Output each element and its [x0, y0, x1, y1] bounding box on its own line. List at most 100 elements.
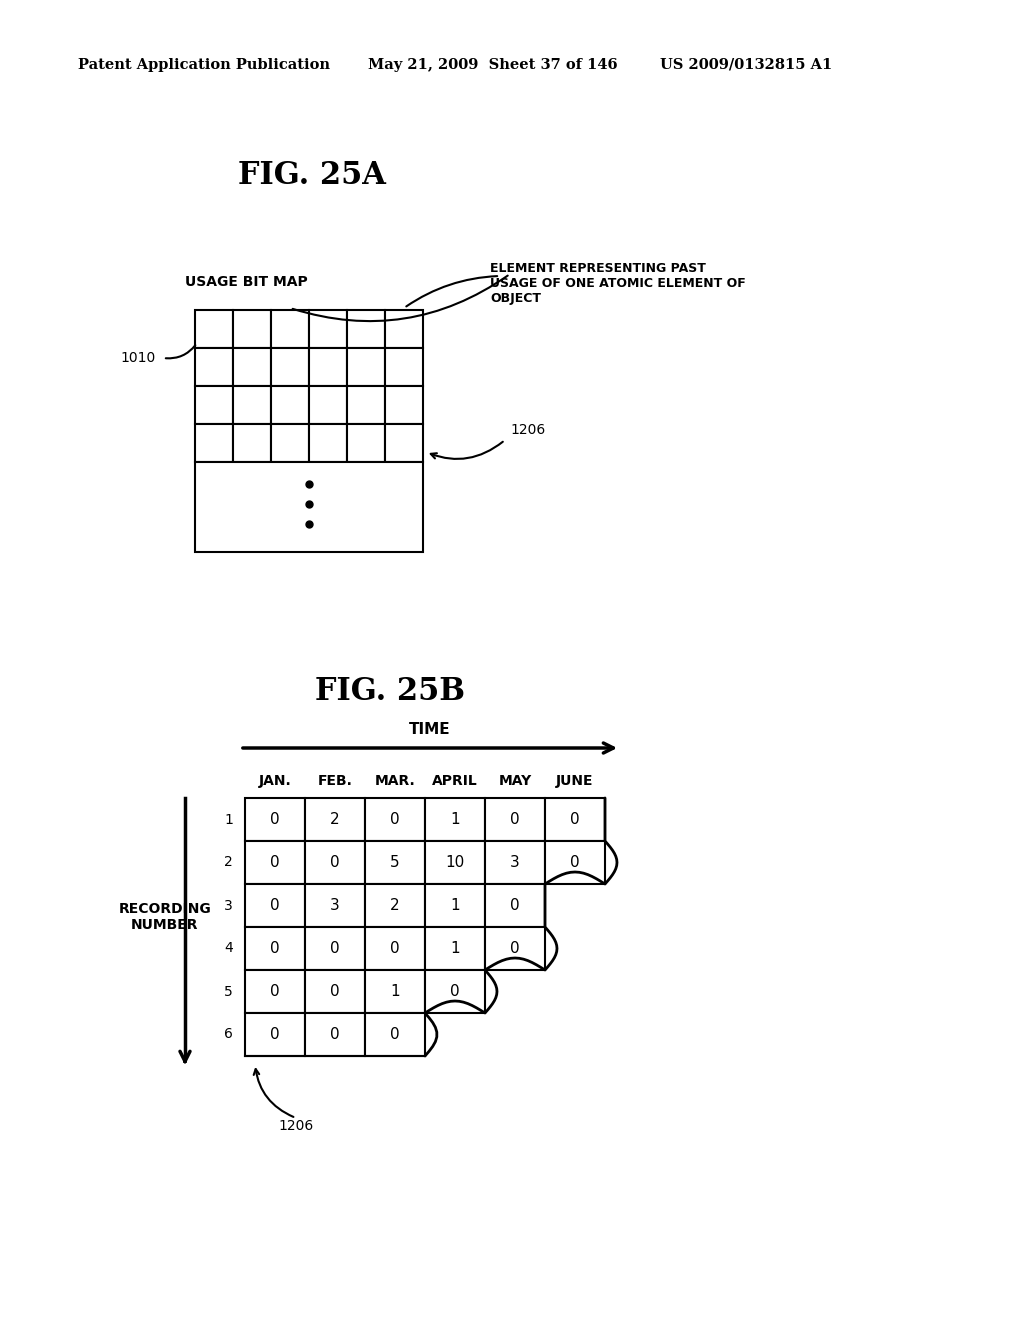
Bar — [271, 310, 309, 348]
Text: 1: 1 — [390, 983, 399, 999]
Bar — [233, 310, 271, 348]
Bar — [485, 841, 545, 884]
Bar — [485, 799, 545, 841]
Bar — [233, 385, 271, 424]
Bar — [233, 348, 271, 385]
Text: 1010: 1010 — [120, 351, 156, 366]
Bar — [305, 1012, 365, 1056]
Text: JUNE: JUNE — [556, 774, 594, 788]
Text: 3: 3 — [330, 898, 340, 913]
Text: APRIL: APRIL — [432, 774, 478, 788]
Bar — [425, 799, 485, 841]
Bar — [385, 348, 423, 385]
Bar — [271, 348, 309, 385]
Bar — [545, 799, 605, 841]
Text: 3: 3 — [224, 899, 233, 912]
Text: 0: 0 — [570, 855, 580, 870]
Text: 0: 0 — [330, 855, 340, 870]
Text: TIME: TIME — [410, 722, 451, 738]
Bar — [309, 385, 347, 424]
Text: 1: 1 — [451, 812, 460, 828]
Bar — [385, 310, 423, 348]
Text: Patent Application Publication: Patent Application Publication — [78, 58, 330, 73]
Text: 2: 2 — [330, 812, 340, 828]
Bar — [305, 927, 365, 970]
Text: 0: 0 — [330, 983, 340, 999]
Text: 0: 0 — [330, 941, 340, 956]
Bar — [305, 799, 365, 841]
Text: 0: 0 — [270, 812, 280, 828]
Bar — [365, 884, 425, 927]
Bar — [347, 348, 385, 385]
Bar — [347, 385, 385, 424]
Bar — [245, 1012, 305, 1056]
Bar — [545, 841, 605, 884]
Text: 0: 0 — [390, 941, 399, 956]
Bar — [365, 1012, 425, 1056]
Text: MAY: MAY — [499, 774, 531, 788]
Text: 0: 0 — [510, 941, 520, 956]
Text: FIG. 25A: FIG. 25A — [238, 160, 386, 190]
Bar — [245, 927, 305, 970]
Text: 0: 0 — [270, 855, 280, 870]
Bar — [245, 970, 305, 1012]
Text: 0: 0 — [270, 898, 280, 913]
Text: 5: 5 — [224, 985, 233, 998]
Text: 0: 0 — [570, 812, 580, 828]
Text: 1: 1 — [224, 813, 233, 826]
Text: 0: 0 — [390, 812, 399, 828]
Text: 1: 1 — [451, 941, 460, 956]
Text: 2: 2 — [390, 898, 399, 913]
Bar — [195, 462, 423, 552]
Text: RECORDING
NUMBER: RECORDING NUMBER — [119, 902, 211, 932]
Bar — [425, 970, 485, 1012]
Bar — [309, 424, 347, 462]
Bar — [385, 424, 423, 462]
Bar — [305, 970, 365, 1012]
Text: 5: 5 — [390, 855, 399, 870]
Text: 1: 1 — [451, 898, 460, 913]
Bar — [271, 385, 309, 424]
Text: May 21, 2009  Sheet 37 of 146: May 21, 2009 Sheet 37 of 146 — [368, 58, 617, 73]
Bar — [365, 799, 425, 841]
Bar — [365, 970, 425, 1012]
Bar — [309, 310, 347, 348]
Bar — [305, 841, 365, 884]
Bar — [309, 348, 347, 385]
Bar — [195, 424, 233, 462]
Text: 0: 0 — [510, 898, 520, 913]
Bar — [305, 884, 365, 927]
Text: US 2009/0132815 A1: US 2009/0132815 A1 — [660, 58, 833, 73]
Bar — [233, 424, 271, 462]
Bar — [425, 927, 485, 970]
Text: 0: 0 — [330, 1027, 340, 1041]
Bar — [425, 884, 485, 927]
Text: 0: 0 — [270, 983, 280, 999]
Text: 0: 0 — [270, 941, 280, 956]
Bar — [385, 385, 423, 424]
Bar — [245, 841, 305, 884]
Text: 6: 6 — [224, 1027, 233, 1041]
Text: MAR.: MAR. — [375, 774, 416, 788]
Text: 0: 0 — [510, 812, 520, 828]
Text: 0: 0 — [451, 983, 460, 999]
Text: 1206: 1206 — [278, 1119, 313, 1133]
Text: FEB.: FEB. — [317, 774, 352, 788]
Bar — [485, 884, 545, 927]
Bar — [245, 799, 305, 841]
Bar — [347, 424, 385, 462]
Bar — [271, 424, 309, 462]
Text: 1206: 1206 — [510, 422, 545, 437]
Bar — [365, 927, 425, 970]
Bar — [347, 310, 385, 348]
Text: 0: 0 — [390, 1027, 399, 1041]
Bar — [485, 927, 545, 970]
Text: USAGE BIT MAP: USAGE BIT MAP — [185, 275, 308, 289]
Text: 0: 0 — [270, 1027, 280, 1041]
Bar — [195, 310, 233, 348]
Bar — [365, 841, 425, 884]
Text: 2: 2 — [224, 855, 233, 870]
Text: FIG. 25B: FIG. 25B — [315, 676, 465, 708]
Bar — [195, 385, 233, 424]
Text: 3: 3 — [510, 855, 520, 870]
